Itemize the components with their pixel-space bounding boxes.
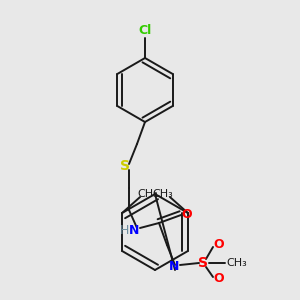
Text: S: S xyxy=(198,256,208,270)
Text: Cl: Cl xyxy=(138,25,152,38)
Text: N: N xyxy=(169,260,179,272)
Text: S: S xyxy=(120,159,130,173)
Text: O: O xyxy=(182,208,192,220)
Text: CH₃: CH₃ xyxy=(226,258,248,268)
Text: CH₃: CH₃ xyxy=(152,189,173,199)
Text: O: O xyxy=(214,272,224,286)
Text: H: H xyxy=(119,224,129,236)
Text: CH₃: CH₃ xyxy=(137,189,158,199)
Text: O: O xyxy=(214,238,224,251)
Text: N: N xyxy=(129,224,139,236)
